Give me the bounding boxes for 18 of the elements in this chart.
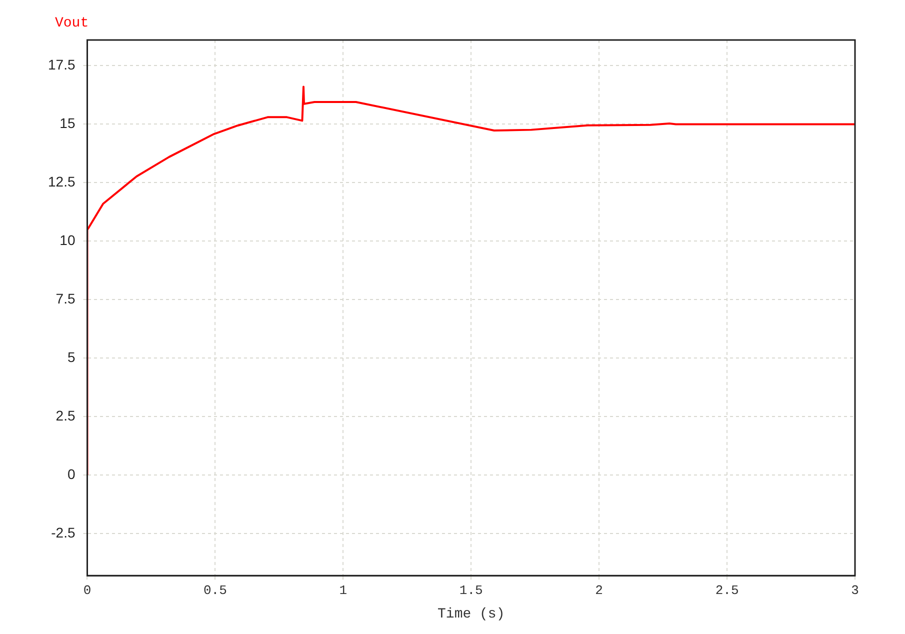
y-tick-label: 15 xyxy=(60,115,76,132)
x-tick-label: 0 xyxy=(83,582,92,598)
y-tick-label: 2.5 xyxy=(56,407,76,424)
x-tick-label: 1 xyxy=(339,582,348,598)
y-tick-label: 17.5 xyxy=(48,56,76,73)
y-tick-label: 7.5 xyxy=(56,290,76,306)
y-tick-label: 5 xyxy=(67,348,76,365)
y-tick-label: 0 xyxy=(67,466,76,482)
x-axis-title: Time (s) xyxy=(438,606,505,622)
x-tick-label: 2 xyxy=(595,582,603,598)
y-tick-label: 12.5 xyxy=(48,174,76,190)
x-tick-label: 0.5 xyxy=(204,582,227,598)
x-tick-label: 3 xyxy=(851,582,859,598)
text: Vout xyxy=(55,16,89,32)
y-tick-label: -2.5 xyxy=(51,524,76,540)
y-tick-label: 10 xyxy=(60,232,76,248)
x-tick-label: 2.5 xyxy=(715,582,739,598)
x-tick-label: 1.5 xyxy=(459,582,483,598)
